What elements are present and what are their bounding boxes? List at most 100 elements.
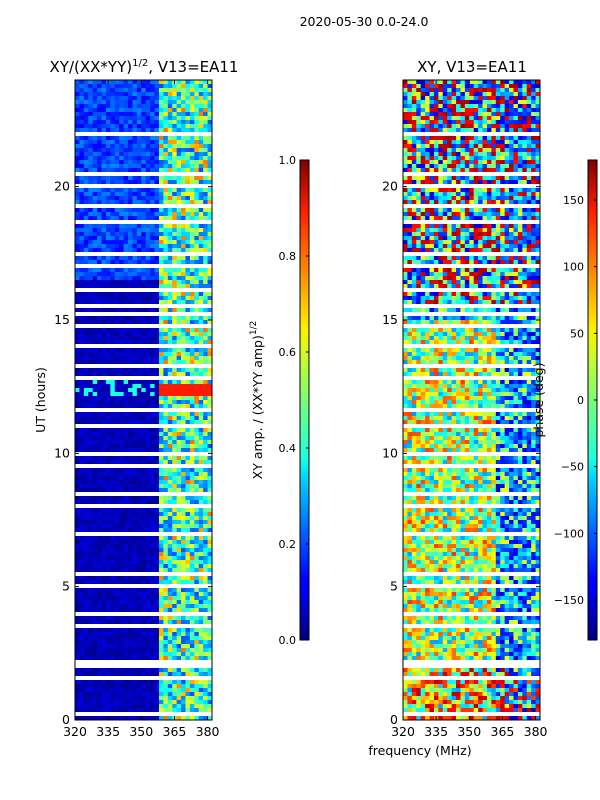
heatmap-cell <box>433 128 439 133</box>
heatmap-cell <box>172 144 178 149</box>
heatmap-cell <box>150 420 155 425</box>
heatmap-cell <box>203 480 208 485</box>
heatmap-cell <box>145 100 151 105</box>
heatmap-cell <box>433 120 439 125</box>
heatmap-cell <box>136 388 142 393</box>
heatmap-cell <box>136 580 142 585</box>
heatmap-cell <box>132 164 138 169</box>
heatmap-cell <box>150 552 155 557</box>
heatmap-cell <box>114 444 120 449</box>
heatmap-cell <box>83 192 89 197</box>
heatmap-cell <box>105 628 111 633</box>
heatmap-cell <box>101 80 107 85</box>
heatmap-cell <box>97 456 102 461</box>
heatmap-cell <box>92 236 98 241</box>
heatmap-cell <box>198 508 204 513</box>
heatmap-cell <box>176 200 182 205</box>
heatmap-cell <box>132 244 138 249</box>
heatmap-cell <box>145 512 151 517</box>
heatmap-cell <box>198 260 204 265</box>
heatmap-cell <box>403 124 408 129</box>
heatmap-cell <box>110 432 116 437</box>
flagged-row <box>75 376 212 380</box>
heatmap-cell <box>181 428 186 433</box>
heatmap-cell <box>416 192 422 197</box>
heatmap-cell <box>198 688 204 693</box>
heatmap-cell <box>79 548 85 553</box>
heatmap-cell <box>185 236 191 241</box>
heatmap-cell <box>88 488 94 493</box>
heatmap-cell <box>79 556 85 561</box>
heatmap-cell <box>141 232 147 237</box>
heatmap-cell <box>451 100 457 105</box>
heatmap-cell <box>185 508 191 513</box>
heatmap-cell <box>207 508 213 513</box>
heatmap-cell <box>101 476 107 481</box>
heatmap-cell <box>181 496 186 501</box>
heatmap-cell <box>451 152 457 157</box>
heatmap-cell <box>189 652 195 657</box>
heatmap-cell <box>141 516 147 521</box>
heatmap-cell <box>154 392 160 397</box>
heatmap-cell <box>110 144 116 149</box>
heatmap-cell <box>403 188 408 193</box>
heatmap-cell <box>75 168 80 173</box>
heatmap-cell <box>176 212 182 217</box>
heatmap-cell <box>429 156 435 161</box>
heatmap-cell <box>460 96 466 101</box>
heatmap-cell <box>83 628 89 633</box>
heatmap-cell <box>158 620 164 625</box>
heatmap-cell <box>132 428 138 433</box>
heatmap-cell <box>136 396 142 401</box>
heatmap-cell <box>438 120 444 125</box>
heatmap-cell <box>132 100 138 105</box>
heatmap-cell <box>167 548 173 553</box>
heatmap-cell <box>114 432 120 437</box>
heatmap-cell <box>526 108 532 113</box>
heatmap-cell <box>207 668 213 673</box>
heatmap-cell <box>92 500 98 505</box>
heatmap-cell <box>456 176 461 181</box>
heatmap-cell <box>105 108 111 113</box>
heatmap-cell <box>460 88 466 93</box>
heatmap-cell <box>482 140 488 145</box>
heatmap-cell <box>128 608 133 613</box>
heatmap-cell <box>158 336 164 341</box>
heatmap-cell <box>469 120 475 125</box>
heatmap-cell <box>119 192 125 197</box>
heatmap-cell <box>167 556 173 561</box>
heatmap-cell <box>176 692 182 697</box>
heatmap-cell <box>110 652 116 657</box>
heatmap-cell <box>105 336 111 341</box>
heatmap-cell <box>163 124 169 129</box>
heatmap-cell <box>194 704 200 709</box>
heatmap-cell <box>150 480 155 485</box>
heatmap-cell <box>79 84 85 89</box>
heatmap-cell <box>181 216 186 221</box>
heatmap-cell <box>163 600 169 605</box>
heatmap-cell <box>207 168 213 173</box>
heatmap-cell <box>522 188 528 193</box>
heatmap-cell <box>114 440 120 445</box>
heatmap-cell <box>172 656 178 661</box>
heatmap-cell <box>163 456 169 461</box>
heatmap-cell <box>97 672 102 677</box>
heatmap-cell <box>92 488 98 493</box>
heatmap-cell <box>92 644 98 649</box>
heatmap-cell <box>105 568 111 573</box>
heatmap-cell <box>531 108 536 113</box>
heatmap-cell <box>509 176 514 181</box>
phase-heatmap <box>403 80 541 721</box>
heatmap-cell <box>83 272 89 277</box>
heatmap-cell <box>97 540 102 545</box>
heatmap-cell <box>403 120 408 125</box>
heatmap-cell <box>79 104 85 109</box>
heatmap-cell <box>495 108 501 113</box>
heatmap-cell <box>189 628 195 633</box>
heatmap-cell <box>136 404 142 409</box>
heatmap-cell <box>163 224 169 229</box>
heatmap-cell <box>167 580 173 585</box>
heatmap-cell <box>203 348 208 353</box>
heatmap-cell <box>517 128 523 133</box>
heatmap-cell <box>88 112 94 117</box>
